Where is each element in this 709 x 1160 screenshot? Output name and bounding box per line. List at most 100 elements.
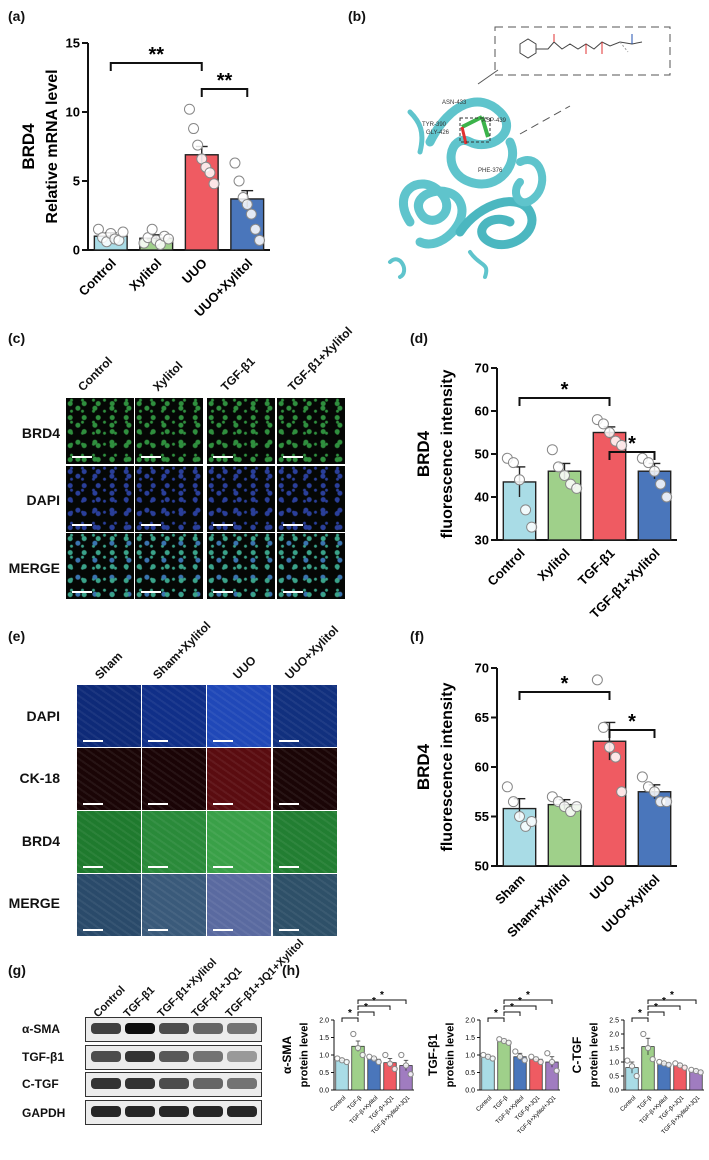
panel-label-g: (g) (8, 962, 26, 978)
data-point (382, 1051, 389, 1059)
tissue-micrograph (77, 811, 141, 873)
y-tick-label: 2.5 (609, 1017, 619, 1024)
blot-row-label: GAPDH (22, 1106, 66, 1120)
data-point (546, 444, 558, 456)
tissue-micrograph (273, 748, 337, 810)
y-tick-label: 50 (475, 859, 489, 874)
data-point (402, 1062, 410, 1069)
significance-bracket (647, 1005, 681, 1010)
ligand-sticks (459, 115, 491, 145)
y-tick-label: 1.0 (609, 1059, 619, 1066)
y-tick-label: 1.5 (319, 1035, 329, 1042)
y-tick-label: 30 (475, 533, 489, 548)
data-point (146, 223, 158, 235)
y-tick-label: 50 (475, 447, 489, 462)
panel-label-e: (e) (8, 628, 26, 644)
docking-figure: ASN-433 ASP-439 TYR-390 GLY-426 PHE-376 (388, 26, 671, 279)
data-point (489, 1055, 496, 1062)
significance-bracket (357, 999, 407, 1004)
col-label: TGF-β1 (218, 354, 258, 394)
data-point (597, 418, 609, 430)
y-tick-label: 0.5 (465, 1070, 475, 1077)
data-point (553, 1067, 560, 1074)
significance-bracket (518, 691, 611, 700)
data-point (354, 1044, 362, 1052)
significance-bracket (608, 729, 656, 738)
col-label: Xylitol (150, 358, 186, 394)
blot-band (91, 1106, 121, 1117)
scale-bar (213, 866, 233, 868)
data-point (537, 1058, 544, 1066)
bar (637, 470, 672, 541)
data-point (559, 470, 570, 481)
blot-band (227, 1051, 257, 1062)
micrograph (277, 533, 345, 599)
data-point (655, 478, 667, 490)
data-point (552, 461, 564, 473)
data-point (526, 521, 538, 533)
significance-label: * (561, 673, 569, 695)
blot-band (193, 1023, 223, 1034)
blot-band (227, 1078, 257, 1089)
data-point (604, 427, 615, 438)
tissue-micrograph (77, 874, 141, 936)
scale-bar (213, 803, 233, 805)
panel-label-d: (d) (410, 330, 428, 346)
significance-bracket (608, 451, 656, 460)
scale-bar (72, 456, 92, 458)
data-point (245, 208, 257, 220)
y-tick-label: 1.5 (609, 1045, 619, 1052)
blot-band (125, 1051, 155, 1062)
y-tick-label: 2.0 (319, 1017, 329, 1024)
micrograph (207, 533, 275, 599)
category-label: Sham (492, 872, 528, 908)
micrograph (207, 398, 275, 464)
scale-bar (279, 803, 299, 805)
y-axis-title: protein level (444, 1023, 456, 1088)
data-point (597, 721, 609, 733)
data-point (697, 1069, 704, 1076)
data-point (544, 1050, 551, 1057)
data-point (644, 1044, 652, 1052)
micrograph (207, 466, 275, 532)
micrograph (66, 466, 134, 532)
significance-label: ** (217, 70, 233, 92)
y-axis-title: α-SMA (282, 1036, 294, 1074)
y-axis-title: BRD4 (19, 123, 38, 170)
blot-band (125, 1023, 155, 1034)
tissue-micrograph (207, 874, 271, 936)
y-axis-title: BRD4 (415, 743, 433, 790)
y-tick-label: 0.0 (465, 1087, 475, 1094)
data-point (233, 175, 245, 187)
scale-bar (279, 929, 299, 931)
y-tick-label: 0.5 (609, 1073, 619, 1080)
data-point (628, 1063, 636, 1070)
scale-bar (279, 740, 299, 742)
significance-label: * (372, 996, 376, 1007)
scale-bar (148, 866, 168, 868)
bar (592, 740, 627, 867)
data-point (350, 1030, 357, 1038)
data-point (516, 1053, 524, 1060)
significance-label: * (628, 433, 636, 455)
col-label: Control (75, 353, 116, 394)
category-label: Xylitol (126, 256, 164, 294)
data-point (375, 1058, 382, 1066)
data-point (528, 1053, 535, 1060)
y-axis-title: fluorescence intensity (439, 369, 456, 538)
blot-band (227, 1106, 257, 1117)
ligand-inset (494, 26, 671, 76)
significance-label: * (518, 996, 522, 1007)
significance-bracket (357, 1005, 391, 1010)
data-point (192, 139, 204, 151)
data-point (514, 474, 525, 486)
data-point (636, 771, 648, 783)
tissue-micrograph (142, 874, 206, 936)
scale-bar (148, 929, 168, 931)
scale-bar (283, 524, 303, 526)
chart-h2: 0.0 0.5 1.0 1.5 2.0 TGF-β1 protein level Contro… (428, 990, 560, 1136)
data-point (526, 815, 538, 827)
data-point (649, 786, 660, 798)
data-point (649, 465, 660, 477)
significance-bracket (647, 1011, 665, 1016)
